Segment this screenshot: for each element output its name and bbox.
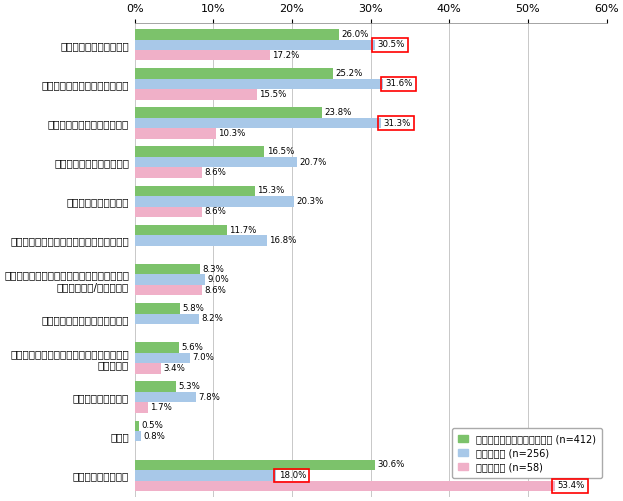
Bar — [274, 468, 309, 482]
Text: 30.6%: 30.6% — [378, 460, 405, 469]
Bar — [135, 470, 276, 480]
Text: 10.3%: 10.3% — [218, 129, 245, 138]
Bar — [135, 264, 200, 275]
Bar — [135, 79, 383, 89]
Bar — [135, 29, 339, 40]
Text: 20.7%: 20.7% — [300, 158, 327, 167]
Text: 31.3%: 31.3% — [383, 119, 411, 128]
Bar — [135, 381, 176, 392]
Bar — [135, 431, 141, 441]
Bar — [135, 392, 196, 402]
Text: 15.5%: 15.5% — [259, 90, 287, 99]
Bar — [135, 107, 322, 118]
Text: 3.4%: 3.4% — [164, 364, 186, 373]
Bar — [135, 402, 148, 413]
Bar — [135, 206, 202, 217]
Text: 53.4%: 53.4% — [557, 481, 584, 490]
Bar — [135, 118, 381, 128]
Bar — [135, 167, 202, 178]
Bar — [135, 459, 375, 470]
Bar — [135, 89, 257, 100]
Text: 31.6%: 31.6% — [386, 79, 413, 88]
Text: 17.2%: 17.2% — [272, 51, 300, 60]
Text: 18.0%: 18.0% — [278, 471, 306, 480]
Text: 15.3%: 15.3% — [257, 186, 285, 195]
Text: 8.6%: 8.6% — [205, 168, 227, 177]
Text: 26.0%: 26.0% — [341, 30, 369, 39]
Text: 25.2%: 25.2% — [335, 69, 363, 78]
Bar — [135, 40, 374, 50]
Bar — [135, 128, 216, 139]
Bar — [135, 314, 199, 324]
Text: 5.6%: 5.6% — [181, 343, 203, 352]
Bar — [135, 68, 333, 79]
Text: 16.5%: 16.5% — [267, 147, 294, 156]
Text: 11.7%: 11.7% — [229, 225, 257, 234]
Text: 20.3%: 20.3% — [297, 197, 324, 206]
Bar — [135, 285, 202, 295]
Text: 0.5%: 0.5% — [141, 421, 163, 430]
Bar — [135, 363, 161, 374]
Text: 8.2%: 8.2% — [202, 314, 224, 323]
Text: 23.8%: 23.8% — [324, 108, 351, 117]
Text: 7.0%: 7.0% — [192, 353, 214, 362]
Bar — [135, 225, 227, 235]
Bar — [135, 186, 255, 196]
Bar — [381, 77, 416, 91]
Text: 9.0%: 9.0% — [208, 275, 230, 284]
Bar — [135, 275, 206, 285]
Legend: 働き方改革に取り組んでいる (n=412), 働きやすい (n=256), 働きにくい (n=58): 働き方改革に取り組んでいる (n=412), 働きやすい (n=256), 働き… — [452, 428, 602, 478]
Text: 8.6%: 8.6% — [205, 207, 227, 216]
Bar — [135, 50, 270, 61]
Bar — [135, 420, 139, 431]
Text: 8.6%: 8.6% — [205, 286, 227, 295]
Bar — [552, 479, 587, 492]
Text: 16.8%: 16.8% — [269, 236, 297, 245]
Text: 0.8%: 0.8% — [143, 432, 165, 441]
Text: 30.5%: 30.5% — [377, 40, 404, 49]
Bar — [135, 342, 179, 353]
Bar — [135, 157, 298, 167]
Bar — [135, 146, 265, 157]
Bar — [135, 235, 267, 245]
Bar — [135, 480, 554, 491]
Text: 5.3%: 5.3% — [179, 382, 201, 391]
Text: 1.7%: 1.7% — [150, 403, 173, 412]
Bar — [135, 353, 190, 363]
Text: 5.8%: 5.8% — [183, 304, 204, 313]
Bar — [135, 303, 180, 314]
Bar — [135, 196, 294, 206]
Text: 7.8%: 7.8% — [198, 392, 221, 401]
Bar — [372, 38, 407, 52]
Text: 8.3%: 8.3% — [202, 265, 224, 274]
Bar — [379, 116, 414, 130]
